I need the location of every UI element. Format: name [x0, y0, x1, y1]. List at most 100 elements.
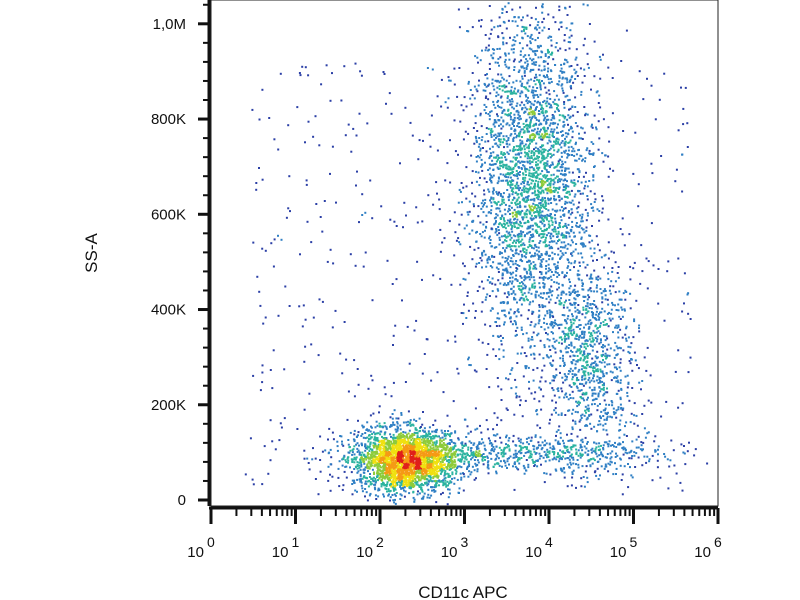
event-dot	[536, 78, 539, 81]
event-dot	[517, 113, 520, 116]
event-dot	[551, 132, 554, 135]
event-dot	[500, 116, 503, 119]
event-dot	[550, 174, 553, 177]
event-dot	[541, 222, 544, 225]
event-dot	[525, 174, 528, 176]
event-dot	[542, 241, 545, 244]
event-dot	[430, 436, 432, 439]
event-dot	[554, 221, 557, 224]
event-dot	[372, 431, 375, 434]
event-dot	[520, 128, 523, 131]
event-dot	[474, 195, 477, 198]
event-dot	[499, 143, 502, 146]
event-dot	[507, 196, 510, 198]
event-dot	[349, 466, 351, 469]
event-dot	[392, 444, 395, 447]
event-dot	[407, 432, 410, 435]
event-dot	[510, 103, 513, 106]
event-dot	[490, 212, 492, 215]
event-dot	[410, 482, 413, 485]
event-dot	[554, 266, 557, 269]
event-dot	[385, 426, 388, 429]
event-dot	[546, 115, 549, 118]
event-dot	[548, 289, 551, 292]
event-dot	[372, 456, 375, 459]
event-dot	[524, 170, 527, 173]
event-dot	[410, 486, 413, 489]
event-dot	[420, 435, 423, 438]
event-dot	[532, 265, 535, 268]
event-dot	[601, 207, 604, 210]
event-dot	[553, 117, 556, 120]
event-dot	[402, 468, 405, 471]
event-dot	[581, 138, 584, 140]
event-dot	[509, 238, 512, 241]
event-dot	[399, 436, 402, 439]
event-dot	[531, 140, 534, 143]
event-dot	[502, 179, 505, 182]
event-dot	[561, 283, 564, 286]
event-dot	[511, 8, 514, 11]
event-dot	[451, 473, 454, 476]
event-dot	[475, 137, 478, 140]
event-dot	[506, 100, 509, 103]
event-dot	[547, 270, 550, 273]
event-dot	[503, 222, 505, 225]
event-dot	[426, 444, 429, 447]
event-dot	[535, 409, 538, 411]
event-dot	[341, 440, 343, 443]
event-dot	[491, 82, 494, 85]
event-dot	[564, 115, 567, 118]
event-dot	[426, 441, 429, 444]
event-dot	[502, 135, 505, 138]
event-dot	[524, 168, 527, 171]
event-dot	[475, 240, 478, 243]
event-dot	[529, 101, 532, 103]
event-dot	[425, 464, 428, 467]
event-dot	[527, 339, 530, 342]
event-dot	[583, 231, 586, 234]
event-dot	[477, 215, 480, 218]
event-dot	[409, 466, 412, 469]
event-dot	[450, 454, 453, 457]
event-dot	[417, 456, 420, 459]
event-dot	[549, 122, 552, 125]
event-dot	[515, 215, 518, 217]
event-dot	[396, 481, 399, 484]
event-dot	[571, 130, 574, 133]
event-dot	[425, 474, 428, 477]
event-dot	[405, 481, 408, 483]
event-dot	[576, 111, 579, 113]
event-dot	[553, 128, 556, 131]
event-dot	[545, 208, 548, 210]
event-dot	[550, 106, 553, 109]
event-dot	[525, 118, 528, 121]
event-dot	[394, 469, 397, 472]
event-dot	[543, 223, 546, 226]
event-dot	[569, 285, 572, 288]
event-dot	[382, 456, 385, 459]
event-dot	[426, 496, 429, 499]
event-dot	[381, 477, 384, 480]
event-dot	[555, 281, 558, 284]
event-dot	[513, 66, 516, 69]
event-dot	[389, 496, 392, 499]
event-dot	[521, 47, 524, 50]
event-dot	[394, 436, 397, 439]
event-dot	[541, 155, 544, 157]
event-dot	[509, 186, 512, 189]
event-dot	[481, 252, 483, 255]
event-dot	[440, 480, 443, 482]
event-dot	[525, 199, 528, 202]
event-dot	[485, 205, 488, 208]
event-dot	[376, 456, 378, 459]
event-dot	[528, 116, 531, 119]
event-dot	[448, 482, 450, 485]
event-dot	[541, 233, 544, 236]
event-dot	[559, 250, 562, 253]
event-dot	[427, 483, 430, 486]
event-dot	[447, 76, 450, 79]
event-dot	[575, 243, 578, 245]
event-dot	[511, 193, 514, 196]
